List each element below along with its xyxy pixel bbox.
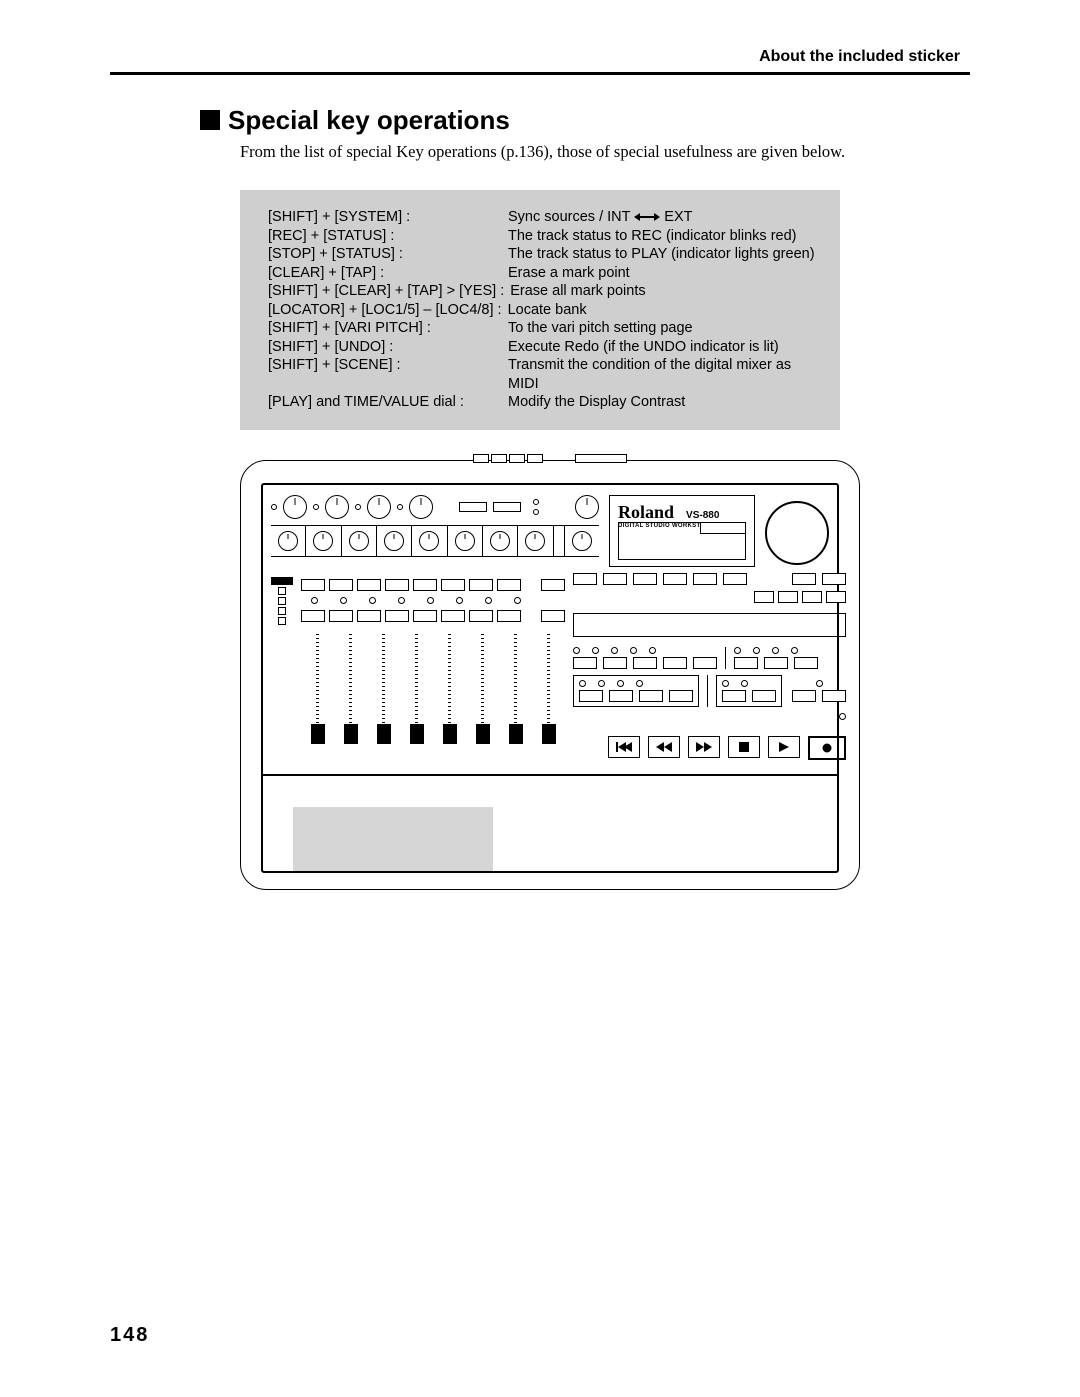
shortcut-row: [PLAY] and TIME/VALUE dial :Modify the D… [268,393,818,412]
tape-slot [573,613,846,637]
shortcut-row: [SHIFT] + [UNDO] :Execute Redo (if the U… [268,338,818,357]
title-square-icon [200,110,220,130]
shortcut-desc: Modify the Display Contrast [508,393,818,412]
channel-knob [518,526,553,556]
channel-button [357,579,381,591]
channel-button [469,579,493,591]
shortcut-key: [SHIFT] + [UNDO] : [268,338,508,357]
fader [466,630,499,760]
channel-button [385,579,409,591]
shortcut-key: [STOP] + [STATUS] : [268,245,508,264]
channel-button [357,610,381,622]
channel-button [441,579,465,591]
rewind-icon [648,736,680,758]
shortcut-key: [REC] + [STATUS] : [268,227,508,246]
bottom-strip [263,774,837,871]
channel-knob [483,526,518,556]
shortcuts-panel: [SHIFT] + [SYSTEM] :Sync sources / INT E… [240,190,840,430]
play-icon [768,736,800,758]
shortcut-row: [SHIFT] + [SCENE] :Transmit the conditio… [268,356,818,393]
channel-button [469,610,493,622]
channel-button [329,610,353,622]
header-rule [110,72,970,75]
master-knob [564,526,599,556]
channel-knob [412,526,447,556]
channel-knob [377,526,412,556]
shortcut-key: [CLEAR] + [TAP] : [268,264,508,283]
record-icon [808,736,846,760]
side-block [271,577,293,760]
channel-button [441,610,465,622]
device-illustration: Roland VS-880 DIGITAL STUDIO WORKSTATION [240,460,840,890]
shortcut-desc: Transmit the condition of the digital mi… [508,356,818,393]
channel-button [541,610,565,622]
fader [433,630,466,760]
channel-button [497,579,521,591]
channel-button [301,610,325,622]
skip-back-icon [608,736,640,758]
shortcut-row: [SHIFT] + [SYSTEM] :Sync sources / INT E… [268,208,818,227]
brand-text: Roland [618,502,674,522]
channel-button [413,579,437,591]
fader [334,630,367,760]
channel-knob [448,526,483,556]
fader [499,630,532,760]
shortcut-desc: Erase all mark points [510,282,818,301]
model-text: VS-880 [686,510,719,521]
section-title: Special key operations [200,105,970,136]
shortcut-row: [SHIFT] + [CLEAR] + [TAP] > [YES] : Erase… [268,282,818,301]
shortcut-row: [CLEAR] + [TAP] :Erase a mark point [268,264,818,283]
stop-icon [728,736,760,758]
channel-knob [306,526,341,556]
shortcut-desc: The track status to REC (indicator blink… [508,227,818,246]
forward-icon [688,736,720,758]
shortcut-key: [SHIFT] + [SYSTEM] : [268,208,508,227]
fader [367,630,400,760]
brand-lcd-area: Roland VS-880 DIGITAL STUDIO WORKSTATION [609,495,755,567]
page-number: 148 [110,1324,149,1347]
shortcut-key: [SHIFT] + [VARI PITCH] : [268,319,508,338]
fader [301,630,334,760]
upper-left-controls [271,495,599,567]
shortcut-desc: To the vari pitch setting page [508,319,818,338]
channel-button [329,579,353,591]
channel-knob [342,526,377,556]
shortcut-desc: Locate bank [508,301,818,320]
sync-double-arrow-icon [634,212,660,222]
header-right-label: About the included sticker [110,48,970,66]
channel-button [301,579,325,591]
shortcut-key: [PLAY] and TIME/VALUE dial : [268,393,508,412]
shortcut-key: [LOCATOR] + [LOC1/5] – [LOC4/8] : [268,301,502,320]
shortcut-key: [SHIFT] + [SCENE] : [268,356,508,393]
section-intro: From the list of special Key operations … [240,142,970,162]
channel-knob [271,526,306,556]
fader [532,630,565,760]
top-ports [473,454,627,463]
shortcut-desc: Sync sources / INT EXT [508,208,818,227]
shortcut-key: [SHIFT] + [CLEAR] + [TAP] > [YES] : [268,282,504,301]
transport-controls [573,736,846,760]
channel-button [497,610,521,622]
shortcut-desc: Execute Redo (if the UNDO indicator is l… [508,338,818,357]
channel-button [385,610,409,622]
channel-button [541,579,565,591]
shortcut-desc: Erase a mark point [508,264,818,283]
shortcut-row: [REC] + [STATUS] :The track status to RE… [268,227,818,246]
shortcut-row: [SHIFT] + [VARI PITCH] :To the vari pitc… [268,319,818,338]
right-controls [573,573,846,760]
shortcut-row: [LOCATOR] + [LOC1/5] – [LOC4/8] : Locate … [268,301,818,320]
fader [400,630,433,760]
channel-button [413,610,437,622]
shortcut-desc: The track status to PLAY (indicator ligh… [508,245,818,264]
shortcut-row: [STOP] + [STATUS] :The track status to P… [268,245,818,264]
jog-wheel [765,501,829,565]
section-title-text: Special key operations [228,105,510,135]
